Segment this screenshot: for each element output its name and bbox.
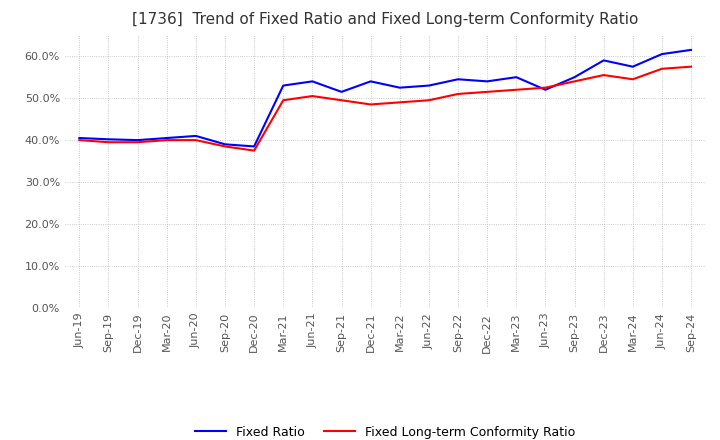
Fixed Long-term Conformity Ratio bbox=[220, 144, 229, 149]
Fixed Ratio bbox=[337, 89, 346, 95]
Fixed Long-term Conformity Ratio bbox=[629, 77, 637, 82]
Fixed Ratio bbox=[308, 79, 317, 84]
Line: Fixed Long-term Conformity Ratio: Fixed Long-term Conformity Ratio bbox=[79, 67, 691, 150]
Fixed Long-term Conformity Ratio bbox=[366, 102, 375, 107]
Fixed Long-term Conformity Ratio bbox=[104, 139, 113, 145]
Fixed Ratio bbox=[629, 64, 637, 70]
Fixed Ratio bbox=[133, 137, 142, 143]
Fixed Long-term Conformity Ratio bbox=[395, 100, 404, 105]
Fixed Ratio bbox=[454, 77, 462, 82]
Fixed Long-term Conformity Ratio bbox=[512, 87, 521, 92]
Fixed Ratio bbox=[75, 136, 84, 141]
Fixed Ratio bbox=[220, 142, 229, 147]
Fixed Ratio bbox=[570, 74, 579, 80]
Fixed Ratio bbox=[163, 136, 171, 141]
Fixed Ratio bbox=[192, 133, 200, 139]
Fixed Long-term Conformity Ratio bbox=[163, 137, 171, 143]
Fixed Long-term Conformity Ratio bbox=[541, 85, 550, 90]
Title: [1736]  Trend of Fixed Ratio and Fixed Long-term Conformity Ratio: [1736] Trend of Fixed Ratio and Fixed Lo… bbox=[132, 12, 639, 27]
Legend: Fixed Ratio, Fixed Long-term Conformity Ratio: Fixed Ratio, Fixed Long-term Conformity … bbox=[190, 421, 580, 440]
Fixed Long-term Conformity Ratio bbox=[337, 98, 346, 103]
Fixed Ratio bbox=[250, 144, 258, 149]
Fixed Long-term Conformity Ratio bbox=[279, 98, 287, 103]
Fixed Ratio bbox=[687, 47, 696, 52]
Fixed Ratio bbox=[366, 79, 375, 84]
Fixed Long-term Conformity Ratio bbox=[250, 148, 258, 153]
Fixed Long-term Conformity Ratio bbox=[308, 93, 317, 99]
Fixed Ratio bbox=[483, 79, 492, 84]
Fixed Ratio bbox=[279, 83, 287, 88]
Fixed Long-term Conformity Ratio bbox=[570, 79, 579, 84]
Line: Fixed Ratio: Fixed Ratio bbox=[79, 50, 691, 147]
Fixed Long-term Conformity Ratio bbox=[687, 64, 696, 70]
Fixed Long-term Conformity Ratio bbox=[483, 89, 492, 95]
Fixed Long-term Conformity Ratio bbox=[133, 139, 142, 145]
Fixed Long-term Conformity Ratio bbox=[75, 137, 84, 143]
Fixed Long-term Conformity Ratio bbox=[657, 66, 666, 71]
Fixed Ratio bbox=[599, 58, 608, 63]
Fixed Long-term Conformity Ratio bbox=[599, 73, 608, 78]
Fixed Ratio bbox=[657, 51, 666, 57]
Fixed Ratio bbox=[104, 137, 113, 142]
Fixed Ratio bbox=[512, 74, 521, 80]
Fixed Ratio bbox=[395, 85, 404, 90]
Fixed Ratio bbox=[425, 83, 433, 88]
Fixed Ratio bbox=[541, 87, 550, 92]
Fixed Long-term Conformity Ratio bbox=[454, 92, 462, 97]
Fixed Long-term Conformity Ratio bbox=[192, 137, 200, 143]
Fixed Long-term Conformity Ratio bbox=[425, 98, 433, 103]
